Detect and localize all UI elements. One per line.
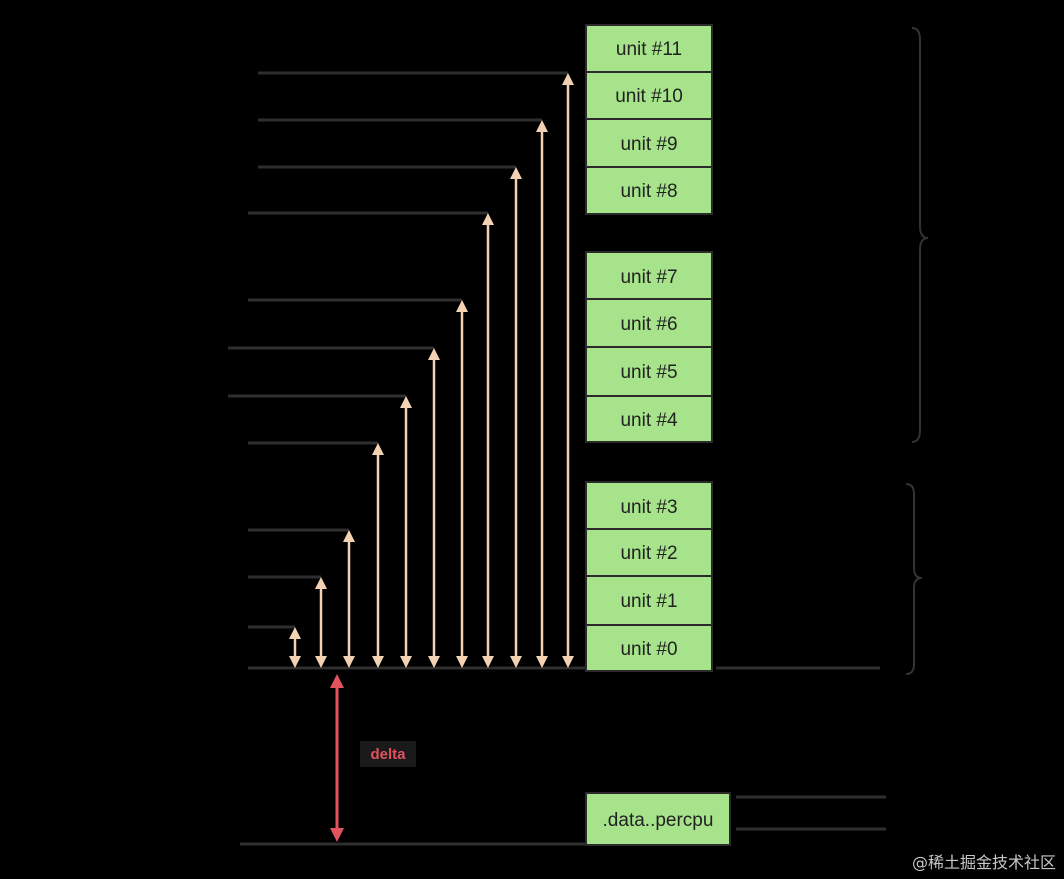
watermark: @稀土掘金技术社区 xyxy=(911,853,1056,872)
offset-arrow xyxy=(400,396,412,668)
unit-label: unit #9 xyxy=(620,134,677,155)
unit-box xyxy=(585,481,713,530)
unit-label: unit #0 xyxy=(620,639,677,660)
unit-box xyxy=(585,575,713,626)
percpu-section-label: .data..percpu xyxy=(603,810,714,831)
unit-box xyxy=(585,624,713,672)
unit-box xyxy=(585,528,713,577)
lower-group-brace xyxy=(905,483,923,675)
unit-box xyxy=(585,166,713,215)
unit-label: unit #4 xyxy=(620,410,677,431)
unit-group-middle: unit #7 unit #6 unit #5 unit #4 xyxy=(585,251,713,443)
offset-arrow xyxy=(536,120,548,668)
unit-label: unit #2 xyxy=(620,543,677,564)
unit-label: unit #8 xyxy=(620,181,677,202)
unit-label: unit #1 xyxy=(620,591,677,612)
offset-arrow xyxy=(428,348,440,668)
unit-label: unit #3 xyxy=(620,497,677,518)
unit-group-bottom: unit #3 unit #2 unit #1 unit #0 xyxy=(585,481,713,672)
offset-arrow xyxy=(456,300,468,668)
offset-arrows xyxy=(289,73,574,668)
unit-label: unit #7 xyxy=(620,267,677,288)
upper-group-brace xyxy=(911,27,929,443)
unit-label: unit #10 xyxy=(615,86,683,107)
offset-arrow xyxy=(343,530,355,668)
delta-label: delta xyxy=(370,746,406,763)
unit-label: unit #11 xyxy=(616,39,682,60)
offset-arrow xyxy=(372,443,384,668)
unit-box xyxy=(585,118,713,168)
unit-box xyxy=(585,395,713,443)
unit-box xyxy=(585,298,713,348)
unit-box xyxy=(585,251,713,300)
unit-box xyxy=(585,24,713,73)
offset-arrow xyxy=(510,167,522,668)
offset-arrow xyxy=(482,213,494,668)
offset-arrow xyxy=(289,627,301,668)
pointer-lines xyxy=(228,71,886,846)
unit-label: unit #5 xyxy=(620,362,677,383)
unit-box xyxy=(585,71,713,120)
unit-label: unit #6 xyxy=(620,314,677,335)
delta-label-box xyxy=(360,741,416,767)
unit-box xyxy=(585,346,713,397)
delta-arrow xyxy=(330,674,344,842)
offset-arrow xyxy=(562,73,574,668)
offset-arrow xyxy=(315,577,327,668)
unit-group-top: unit #11 unit #10 unit #9 unit #8 xyxy=(585,24,713,215)
percpu-section-box xyxy=(585,792,731,846)
